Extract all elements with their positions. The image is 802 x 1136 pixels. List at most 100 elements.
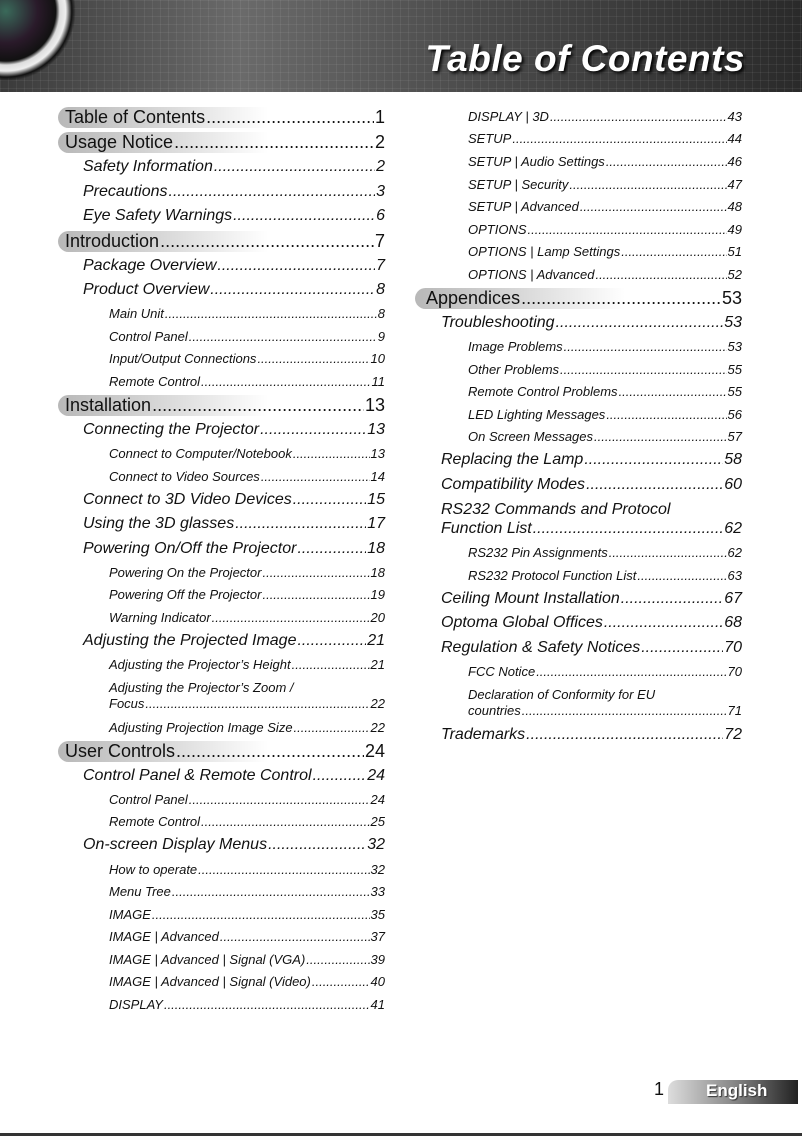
toc-entry[interactable]: Package Overview 7 bbox=[58, 254, 385, 279]
dot-leader bbox=[621, 244, 726, 259]
toc-entry[interactable]: Adjusting Projection Image Size 22 bbox=[58, 716, 385, 739]
toc-entry[interactable]: Precautions 3 bbox=[58, 180, 385, 205]
toc-entry[interactable]: Control Panel 9 bbox=[58, 325, 385, 348]
dot-leader bbox=[262, 565, 369, 580]
toc-entry[interactable]: User Controls 24 bbox=[58, 739, 385, 764]
toc-entry-title: Connect to 3D Video Devices bbox=[83, 490, 292, 508]
toc-entry[interactable]: SETUP | Advanced 48 bbox=[415, 195, 742, 218]
toc-entry-title: Adjusting the Projected Image bbox=[83, 632, 297, 650]
toc-entry[interactable]: FCC Notice 70 bbox=[415, 660, 742, 683]
toc-entry[interactable]: Other Problems 55 bbox=[415, 358, 742, 381]
toc-entry-title: Introduction bbox=[65, 230, 160, 251]
toc-entry-page: 46 bbox=[727, 153, 742, 169]
toc-entry[interactable]: Powering On the Projector 18 bbox=[58, 561, 385, 584]
toc-entry-page: 57 bbox=[727, 429, 742, 445]
toc-entry-title: Eye Safety Warnings bbox=[83, 207, 233, 225]
toc-entry[interactable]: Introduction 7 bbox=[58, 229, 385, 254]
toc-entry[interactable]: Image Problems 53 bbox=[415, 335, 742, 358]
toc-entry[interactable]: Regulation & Safety Notices 70 bbox=[415, 635, 742, 660]
toc-entry[interactable]: Troubleshooting 53 bbox=[415, 311, 742, 336]
toc-entry-title: IMAGE bbox=[109, 906, 151, 922]
toc-entry[interactable]: Adjusting the Projector’s Height 21 bbox=[58, 653, 385, 676]
dot-leader bbox=[152, 395, 364, 416]
toc-entry[interactable]: Compatibility Modes 60 bbox=[415, 473, 742, 498]
toc-entry[interactable]: Remote Control Problems 55 bbox=[415, 380, 742, 403]
toc-entry-title: SETUP bbox=[468, 131, 512, 147]
toc-entry-page: 72 bbox=[724, 725, 742, 743]
toc-entry[interactable]: OPTIONS | Lamp Settings 51 bbox=[415, 241, 742, 264]
toc-entry[interactable]: Control Panel & Remote Control 24 bbox=[58, 764, 385, 789]
toc-entry-title: IMAGE | Advanced bbox=[109, 929, 219, 945]
toc-entry[interactable]: Appendices 53 bbox=[415, 286, 742, 311]
toc-entry-title: Optoma Global Offices bbox=[441, 614, 603, 632]
toc-entry[interactable]: Installation 13 bbox=[58, 393, 385, 418]
toc-entry[interactable]: Main Unit 8 bbox=[58, 303, 385, 326]
toc-entry-page: 7 bbox=[374, 230, 385, 251]
toc-entry[interactable]: RS232 Protocol Function List 63 bbox=[415, 564, 742, 587]
dot-leader bbox=[189, 329, 377, 344]
toc-entry-title-cont: countries bbox=[468, 702, 521, 718]
toc-entry-page: 60 bbox=[724, 475, 742, 493]
toc-entry[interactable]: Control Panel 24 bbox=[58, 788, 385, 811]
dot-leader bbox=[619, 384, 727, 399]
toc-entry-page: 10 bbox=[370, 351, 385, 367]
toc-entry[interactable]: Optoma Global Offices 68 bbox=[415, 611, 742, 636]
toc-entry-title: Warning Indicator bbox=[109, 610, 211, 626]
toc-entry[interactable]: Menu Tree 33 bbox=[58, 880, 385, 903]
toc-entry[interactable]: Connect to Computer/Notebook 13 bbox=[58, 442, 385, 465]
toc-entry[interactable]: Connect to Video Sources 14 bbox=[58, 465, 385, 488]
toc-entry-title: Usage Notice bbox=[65, 132, 174, 152]
toc-entry[interactable]: Adjusting the Projector’s Zoom /Focus 22 bbox=[58, 676, 385, 716]
toc-entry-page: 55 bbox=[727, 361, 742, 377]
toc-entry[interactable]: Replacing the Lamp 58 bbox=[415, 448, 742, 473]
toc-entry[interactable]: Eye Safety Warnings 6 bbox=[58, 204, 385, 229]
header-grid-texture bbox=[0, 0, 802, 92]
toc-entry[interactable]: Input/Output Connections 10 bbox=[58, 348, 385, 371]
toc-entry-page: 62 bbox=[727, 545, 742, 561]
toc-entry-page: 1 bbox=[374, 107, 385, 127]
toc-entry[interactable]: Usage Notice 2 bbox=[58, 130, 385, 155]
toc-entry-title: DISPLAY | 3D bbox=[468, 108, 549, 124]
toc-entry-title: Control Panel bbox=[109, 328, 188, 344]
toc-entry[interactable]: Using the 3D glasses 17 bbox=[58, 512, 385, 537]
toc-entry[interactable]: DISPLAY | 3D 43 bbox=[415, 105, 742, 128]
toc-entry-page: 68 bbox=[724, 614, 742, 632]
toc-entry-page: 19 bbox=[370, 587, 385, 603]
toc-entry[interactable]: SETUP | Audio Settings 46 bbox=[415, 150, 742, 173]
toc-entry[interactable]: IMAGE | Advanced 37 bbox=[58, 926, 385, 949]
toc-entry[interactable]: Declaration of Conformity for EU countrie… bbox=[415, 683, 742, 723]
toc-entry[interactable]: RS232 Commands and Protocol Function List… bbox=[415, 497, 742, 541]
toc-entry[interactable]: IMAGE | Advanced | Signal (VGA) 39 bbox=[58, 948, 385, 971]
toc-entry[interactable]: Trademarks 72 bbox=[415, 723, 742, 748]
toc-entry-page: 22 bbox=[370, 695, 385, 711]
dot-leader bbox=[528, 222, 727, 237]
dot-leader bbox=[268, 836, 366, 854]
toc-entry[interactable]: Remote Control 25 bbox=[58, 811, 385, 834]
toc-entry[interactable]: Connecting the Projector 13 bbox=[58, 418, 385, 443]
toc-entry-title: Other Problems bbox=[468, 361, 560, 377]
toc-entry[interactable]: DISPLAY 41 bbox=[58, 993, 385, 1016]
toc-entry-page: 6 bbox=[376, 207, 385, 225]
dot-leader bbox=[152, 907, 370, 922]
toc-entry[interactable]: Warning Indicator 20 bbox=[58, 606, 385, 629]
toc-entry[interactable]: Ceiling Mount Installation 67 bbox=[415, 586, 742, 611]
toc-entry[interactable]: LED Lighting Messages 56 bbox=[415, 403, 742, 426]
toc-entry[interactable]: On-screen Display Menus 32 bbox=[58, 833, 385, 858]
toc-entry[interactable]: Safety Information 2 bbox=[58, 155, 385, 180]
toc-entry[interactable]: Powering Off the Projector 19 bbox=[58, 584, 385, 607]
toc-entry[interactable]: OPTIONS | Advanced 52 bbox=[415, 263, 742, 286]
toc-entry[interactable]: Powering On/Off the Projector 18 bbox=[58, 537, 385, 562]
toc-entry[interactable]: RS232 Pin Assignments 62 bbox=[415, 541, 742, 564]
toc-entry[interactable]: Table of Contents 1 bbox=[58, 105, 385, 130]
toc-entry[interactable]: On Screen Messages 57 bbox=[415, 426, 742, 449]
toc-entry[interactable]: OPTIONS 49 bbox=[415, 218, 742, 241]
toc-entry[interactable]: Remote Control 11 bbox=[58, 370, 385, 393]
toc-entry[interactable]: IMAGE 35 bbox=[58, 903, 385, 926]
toc-entry[interactable]: Adjusting the Projected Image 21 bbox=[58, 629, 385, 654]
toc-entry[interactable]: SETUP | Security 47 bbox=[415, 173, 742, 196]
toc-entry[interactable]: Connect to 3D Video Devices 15 bbox=[58, 488, 385, 513]
toc-entry[interactable]: SETUP 44 bbox=[415, 128, 742, 151]
toc-entry[interactable]: How to operate 32 bbox=[58, 858, 385, 881]
toc-entry[interactable]: IMAGE | Advanced | Signal (Video) 40 bbox=[58, 971, 385, 994]
toc-entry[interactable]: Product Overview 8 bbox=[58, 278, 385, 303]
